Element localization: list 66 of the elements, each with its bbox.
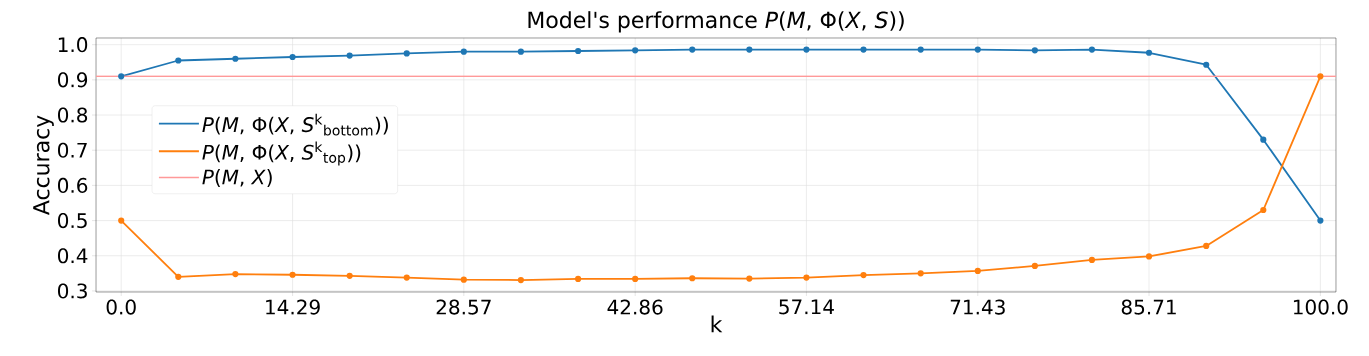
point (632, 275, 639, 283)
y-axis-title: Accuracy (33, 115, 54, 216)
point (575, 47, 582, 55)
point (1203, 242, 1210, 249)
point (1031, 47, 1038, 54)
x-tick-label: 71.43 (950, 299, 1005, 315)
point (917, 270, 924, 277)
x-tick-label: 100.0 (1293, 299, 1348, 315)
x-tick-label: 42.86 (607, 299, 663, 315)
point (346, 272, 353, 279)
point (689, 46, 696, 53)
point (1088, 256, 1096, 264)
point (118, 217, 125, 224)
point (403, 50, 410, 57)
point (460, 48, 467, 55)
point (1317, 217, 1324, 224)
point (689, 275, 696, 282)
point (803, 46, 810, 53)
point (460, 276, 467, 283)
point (232, 55, 239, 62)
chart-title: Model's performance P(M, Φ(X, S)) (528, 11, 904, 33)
point (175, 57, 182, 64)
point (1145, 49, 1153, 56)
x-tick-label: 14.29 (266, 299, 320, 315)
point (289, 53, 296, 61)
x-tick-label: 85.71 (1121, 299, 1176, 315)
point (1203, 61, 1210, 68)
point (118, 73, 125, 80)
y-tick-label: 0.9 (58, 72, 88, 88)
point (917, 46, 924, 53)
point (1088, 46, 1096, 53)
point (1260, 206, 1267, 214)
point (403, 274, 410, 281)
text: P(M, Φ(X, S$^{k}$$_{top}$)) (202, 141, 361, 166)
point (1260, 136, 1267, 143)
point (746, 46, 753, 53)
point (746, 275, 753, 282)
point (860, 272, 867, 279)
x-tick-label: 0.0 (106, 299, 136, 315)
text: P(M, Φ(X, S$^{k}$$_{bottom}$)) (202, 113, 388, 136)
x-axis-title: k (711, 315, 723, 333)
y-tick-label: 1.0 (58, 37, 88, 53)
point (575, 275, 582, 283)
y-tick-label: 0.8 (58, 107, 88, 123)
x-tick-label: 57.14 (779, 299, 834, 315)
y-tick-label: 0.3 (58, 283, 87, 299)
y-tick-label: 0.6 (58, 177, 88, 193)
point (289, 271, 296, 278)
y-tick-label: 0.4 (58, 248, 88, 264)
y-tick-label: 0.5 (58, 213, 87, 229)
legend-label: P(M, X) (202, 169, 272, 187)
point (632, 47, 639, 54)
point (346, 52, 353, 59)
point (175, 273, 182, 280)
x-tick-label: 28.57 (436, 299, 491, 315)
point (974, 267, 981, 274)
point (974, 46, 981, 53)
point (517, 276, 524, 284)
point (860, 46, 867, 53)
point (232, 270, 239, 278)
point (1317, 73, 1324, 80)
y-tick-label: 0.7 (58, 142, 87, 158)
point (1145, 253, 1153, 260)
point (803, 274, 810, 281)
point (1031, 262, 1038, 270)
point (517, 48, 524, 55)
